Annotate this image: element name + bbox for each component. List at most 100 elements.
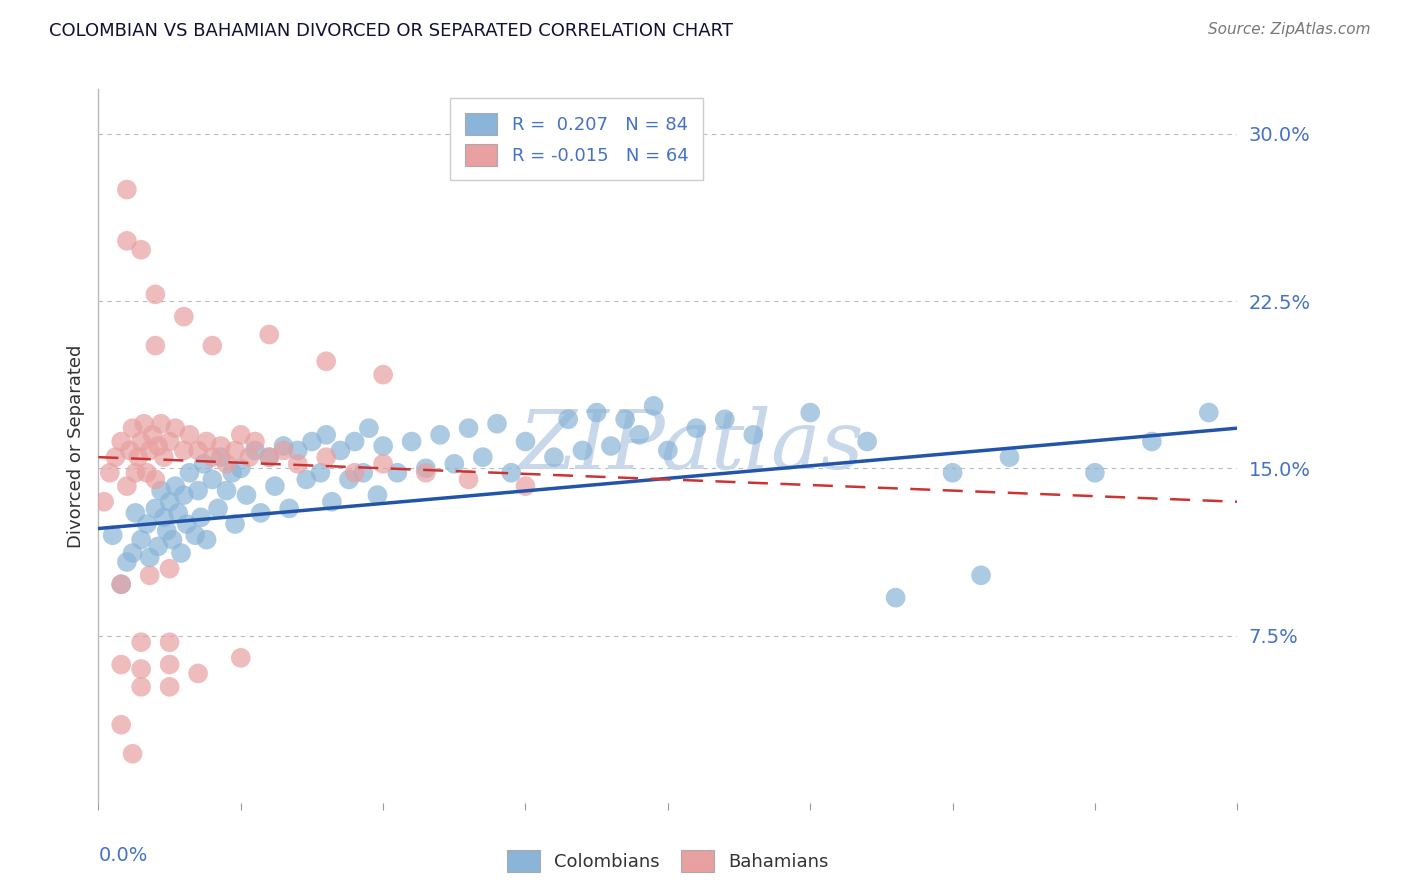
- Point: [150, 483, 173, 498]
- Point: [515, 434, 537, 449]
- Point: [215, 457, 238, 471]
- Point: [129, 243, 152, 257]
- Point: [229, 461, 252, 475]
- Point: [115, 479, 138, 493]
- Point: [273, 439, 295, 453]
- Point: [1198, 405, 1220, 419]
- Point: [309, 466, 332, 480]
- Point: [165, 479, 187, 493]
- Text: Source: ZipAtlas.com: Source: ZipAtlas.com: [1208, 22, 1371, 37]
- Point: [101, 528, 124, 542]
- Point: [173, 310, 195, 324]
- Point: [235, 488, 257, 502]
- Point: [229, 651, 252, 665]
- Point: [315, 450, 337, 464]
- Point: [366, 488, 388, 502]
- Point: [129, 680, 152, 694]
- Point: [287, 443, 309, 458]
- Point: [352, 466, 374, 480]
- Point: [856, 434, 879, 449]
- Legend: Colombians, Bahamians: Colombians, Bahamians: [501, 843, 835, 880]
- Point: [93, 494, 115, 508]
- Point: [115, 555, 138, 569]
- Point: [295, 473, 318, 487]
- Point: [387, 466, 409, 480]
- Point: [167, 506, 190, 520]
- Point: [110, 434, 132, 449]
- Point: [176, 516, 198, 531]
- Point: [104, 450, 127, 464]
- Point: [187, 483, 209, 498]
- Point: [145, 473, 167, 487]
- Point: [415, 461, 437, 475]
- Point: [162, 533, 184, 547]
- Point: [515, 479, 537, 493]
- Point: [201, 450, 224, 464]
- Point: [115, 182, 138, 196]
- Point: [145, 287, 167, 301]
- Point: [315, 427, 337, 442]
- Point: [884, 591, 907, 605]
- Point: [170, 546, 193, 560]
- Point: [501, 466, 523, 480]
- Point: [153, 510, 176, 524]
- Point: [321, 494, 343, 508]
- Point: [221, 466, 243, 480]
- Point: [159, 657, 181, 672]
- Text: COLOMBIAN VS BAHAMIAN DIVORCED OR SEPARATED CORRELATION CHART: COLOMBIAN VS BAHAMIAN DIVORCED OR SEPARA…: [49, 22, 733, 40]
- Point: [201, 473, 224, 487]
- Point: [159, 434, 181, 449]
- Point: [129, 662, 152, 676]
- Point: [110, 717, 132, 731]
- Point: [148, 539, 170, 553]
- Point: [145, 501, 167, 516]
- Point: [343, 434, 366, 449]
- Point: [600, 439, 623, 453]
- Point: [301, 434, 323, 449]
- Point: [98, 466, 121, 480]
- Point: [190, 510, 212, 524]
- Point: [110, 577, 132, 591]
- Point: [195, 533, 218, 547]
- Point: [643, 399, 665, 413]
- Point: [343, 466, 366, 480]
- Point: [135, 516, 157, 531]
- Point: [373, 457, 395, 471]
- Point: [141, 427, 163, 442]
- Point: [156, 524, 179, 538]
- Point: [224, 443, 246, 458]
- Point: [315, 354, 337, 368]
- Point: [201, 338, 224, 352]
- Point: [970, 568, 993, 582]
- Point: [259, 450, 281, 464]
- Point: [264, 479, 287, 493]
- Point: [195, 434, 218, 449]
- Point: [110, 657, 132, 672]
- Point: [173, 443, 195, 458]
- Point: [657, 443, 679, 458]
- Point: [121, 421, 143, 435]
- Point: [207, 501, 229, 516]
- Text: ZIPatlas: ZIPatlas: [517, 406, 863, 486]
- Point: [998, 450, 1021, 464]
- Point: [127, 450, 149, 464]
- Point: [209, 450, 232, 464]
- Point: [287, 457, 309, 471]
- Point: [159, 635, 181, 649]
- Point: [238, 450, 260, 464]
- Point: [148, 439, 170, 453]
- Point: [179, 466, 201, 480]
- Point: [585, 405, 607, 419]
- Point: [187, 666, 209, 681]
- Point: [1140, 434, 1163, 449]
- Point: [110, 577, 132, 591]
- Point: [115, 234, 138, 248]
- Point: [124, 506, 146, 520]
- Point: [628, 427, 651, 442]
- Point: [121, 747, 143, 761]
- Point: [150, 417, 173, 431]
- Text: 0.0%: 0.0%: [98, 846, 148, 864]
- Point: [1084, 466, 1107, 480]
- Point: [184, 528, 207, 542]
- Point: [259, 327, 281, 342]
